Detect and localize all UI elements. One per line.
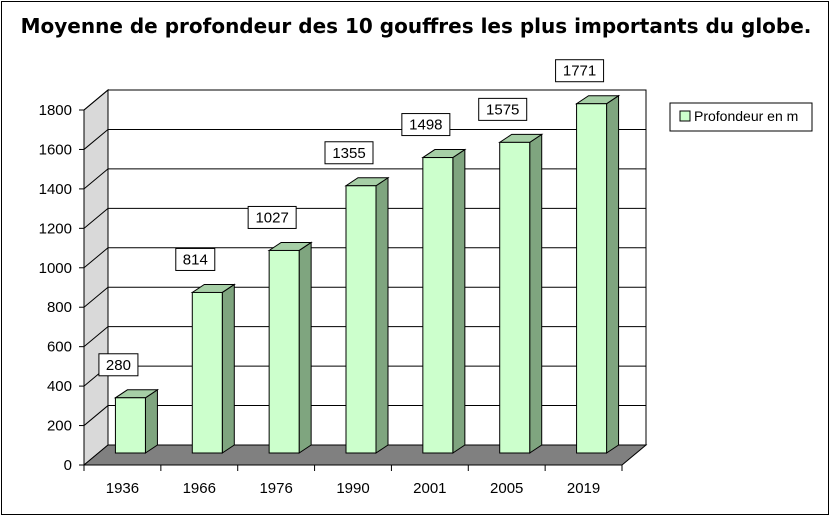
data-labels: 280 814 1027 1355 1498 1575 1771 [98, 59, 605, 377]
bar-side [375, 176, 389, 454]
x-tick-label: 1936 [106, 480, 139, 497]
gridline [83, 128, 646, 150]
gridline [83, 168, 646, 190]
gridline [83, 89, 646, 111]
y-tick-label: 1600 [39, 141, 72, 158]
data-label: 1355 [332, 145, 365, 162]
bar-2005 [498, 133, 544, 454]
data-label-1990: 1355 [324, 141, 374, 165]
data-label-box [247, 205, 297, 229]
x-tick-label: 2019 [567, 480, 600, 497]
data-label-1976: 1027 [247, 205, 297, 229]
bar-side [221, 283, 235, 454]
data-label-box [478, 97, 528, 121]
data-label: 1498 [409, 117, 442, 134]
bar-2001 [421, 148, 467, 454]
gridline [83, 207, 646, 229]
data-label: 1575 [486, 101, 519, 118]
x-axis-ticks: 1936 1966 1976 1990 2001 2005 2019 [83, 465, 623, 497]
bar-1990 [344, 176, 390, 454]
y-tick-label: 1200 [39, 220, 72, 237]
gridline [83, 247, 646, 269]
data-label-box [175, 247, 216, 271]
bar-side [529, 133, 543, 454]
y-axis-ticks: 0 200 400 600 800 1000 1200 1400 1600 1800 [39, 102, 85, 474]
data-label: 814 [183, 251, 208, 268]
legend-swatch [679, 110, 691, 122]
gridline [83, 405, 646, 426]
bar-series [113, 94, 621, 454]
data-label-box [401, 113, 451, 137]
y-tick-label: 600 [47, 339, 72, 356]
x-tick-label: 1966 [183, 480, 216, 497]
data-label-box [98, 353, 139, 377]
bar-1966 [190, 283, 236, 454]
legend-entry: Profondeur en m [694, 108, 798, 124]
y-tick-label: 800 [47, 299, 72, 316]
gridline [83, 326, 646, 348]
bar-front [191, 291, 223, 454]
data-label-2019: 1771 [555, 59, 605, 83]
x-tick-label: 1990 [336, 480, 369, 497]
data-label: 280 [106, 357, 131, 374]
y-tick-label: 1400 [39, 181, 72, 198]
bar-2019 [574, 94, 621, 454]
bar-front [576, 103, 608, 454]
data-label: 1771 [563, 63, 596, 80]
x-tick-label: 1976 [259, 480, 292, 497]
bar-front [499, 141, 531, 454]
x-tick-label: 2001 [413, 480, 446, 497]
data-label-box [324, 141, 374, 165]
legend-box [669, 102, 813, 132]
bar-side [298, 241, 312, 454]
data-label-2001: 1498 [401, 113, 451, 137]
data-label-box [555, 59, 605, 83]
x-tick-label: 2005 [490, 480, 523, 497]
gridlines [83, 89, 646, 426]
y-tick-label: 1000 [39, 260, 72, 277]
bar-1976 [267, 241, 313, 454]
y-tick-label: 1800 [39, 102, 72, 119]
chart-title: Moyenne de profondeur des 10 gouffres le… [20, 14, 812, 38]
y-tick-label: 200 [47, 418, 72, 435]
data-label-2005: 1575 [478, 97, 528, 121]
bar-front [114, 397, 146, 454]
bar-side [452, 148, 466, 454]
bar-side [144, 388, 158, 454]
bar-side [606, 94, 620, 454]
data-label-1936: 280 [98, 353, 139, 377]
bar-1936 [113, 388, 160, 454]
bar-front [345, 185, 377, 454]
y-tick-label: 400 [47, 378, 72, 395]
bar-front [422, 157, 454, 454]
gridline [83, 286, 646, 308]
legend: Profondeur en m [669, 102, 813, 132]
data-label-1966: 814 [175, 247, 216, 271]
data-label: 1027 [255, 209, 288, 226]
bar-front [268, 249, 300, 454]
y-tick-label: 0 [64, 457, 72, 474]
